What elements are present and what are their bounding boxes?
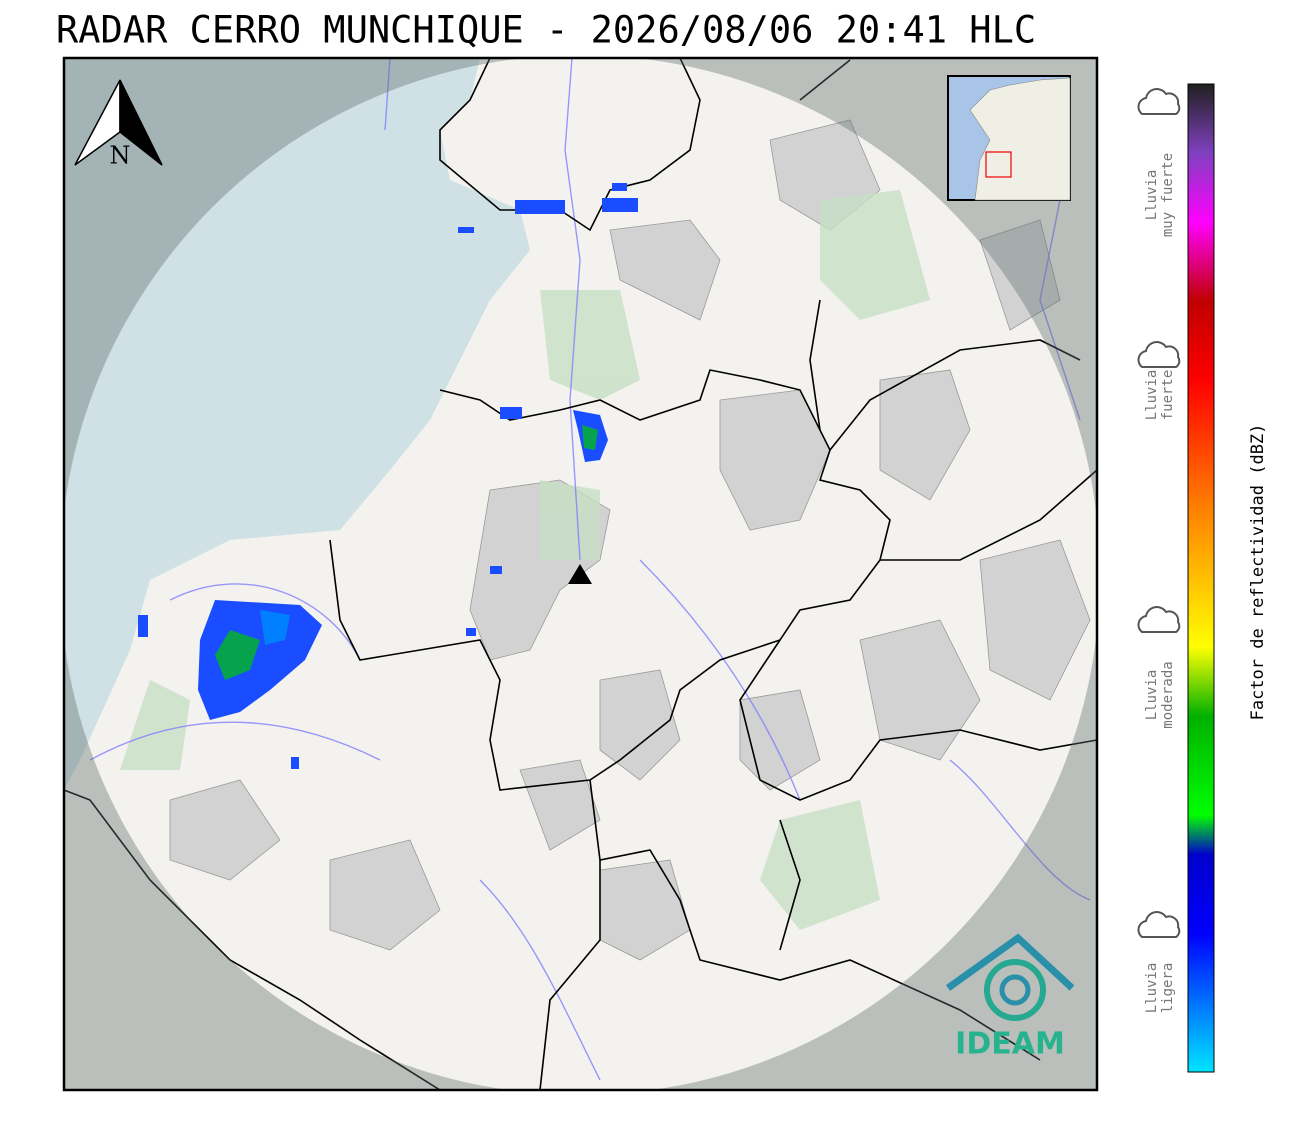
radar-echoes <box>138 183 638 769</box>
rain-label: ligera <box>1160 963 1176 1014</box>
rain-label: muy fuerte <box>1160 153 1176 237</box>
rain-label: fuerte <box>1160 370 1176 421</box>
north-label: N <box>110 142 131 170</box>
rain-icon <box>1137 88 1181 115</box>
inset-map <box>947 75 1071 201</box>
rain-icon <box>1137 911 1181 938</box>
rain-level: Lluvia muy fuerte <box>1137 88 1181 237</box>
rain-label: Lluvia <box>1144 170 1160 221</box>
logo-text: IDEAM <box>955 1027 1065 1062</box>
colorbar-label: Factor de reflectividad (dBZ) <box>1248 424 1268 721</box>
rain-icon <box>1137 341 1181 368</box>
title: RADAR CERRO MUNCHIQUE - 2026/08/06 20:41… <box>56 9 1036 52</box>
map: N IDEAM <box>64 58 1097 1090</box>
rain-label: moderada <box>1160 661 1176 728</box>
rain-icon <box>1137 606 1181 633</box>
map-frame <box>62 56 1099 1092</box>
north-arrow: N <box>74 79 163 170</box>
rain-level: Lluvia moderada <box>1137 606 1181 729</box>
rain-level: Lluvia fuerte <box>1137 341 1181 421</box>
colorbar <box>1187 83 1215 1073</box>
ideam-logo: IDEAM <box>945 933 1075 1062</box>
rain-label: Lluvia <box>1144 370 1160 421</box>
rain-level: Lluvia ligera <box>1137 911 1181 1014</box>
rain-label: Lluvia <box>1144 963 1160 1014</box>
radar-site <box>568 564 592 584</box>
rain-label: Lluvia <box>1144 670 1160 721</box>
